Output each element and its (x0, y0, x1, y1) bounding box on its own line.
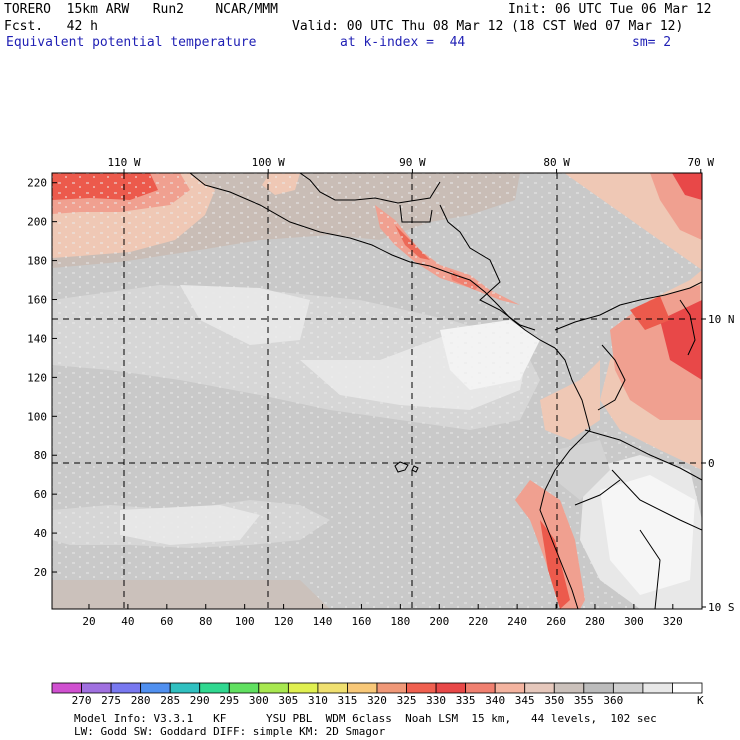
latitude-labels: 10 N 0 10 S (702, 313, 735, 614)
colorbar-swatch (406, 682, 437, 694)
field-name: Equivalent potential temperature (6, 35, 257, 50)
colorbar-swatch (51, 682, 82, 694)
colorbar-swatch (376, 682, 407, 694)
y-tick-label: 140 (27, 332, 47, 345)
x-tick-label: 140 (313, 615, 333, 628)
y-tick-label: 120 (27, 371, 47, 384)
colorbar-label: 285 (160, 694, 180, 707)
colorbar-swatch (228, 682, 260, 694)
colorbar-swatch (110, 682, 142, 694)
colorbar-label: 335 (456, 694, 476, 707)
colorbar-swatch (553, 682, 585, 694)
colorbar-swatch (81, 682, 112, 694)
colorbar-swatch (524, 682, 555, 694)
colorbar-label: 275 (101, 694, 121, 707)
colorbar-swatch (612, 682, 644, 694)
colorbar-swatch (465, 682, 496, 694)
colorbar-swatch (494, 682, 526, 694)
x-tick-label: 200 (429, 615, 449, 628)
level-info: at k-index = 44 (340, 35, 466, 50)
colorbar-swatch (672, 682, 703, 694)
x-tick-label: 300 (624, 615, 644, 628)
colorbar (51, 682, 703, 694)
colorbar-label: 270 (72, 694, 92, 707)
lon-label: 70 W (688, 156, 715, 169)
colorbar-label: 355 (574, 694, 594, 707)
valid-time: Valid: 00 UTC Thu 08 Mar 12 (18 CST Wed … (292, 19, 684, 34)
x-tick-label: 20 (82, 615, 95, 628)
y-tick-label: 60 (34, 488, 47, 501)
lon-label: 110 W (107, 156, 140, 169)
x-tick-label: 100 (235, 615, 255, 628)
init-time: Init: 06 UTC Tue 06 Mar 12 (508, 2, 712, 17)
x-tick-label: 80 (199, 615, 212, 628)
colorbar-label: 350 (544, 694, 564, 707)
colorbar-swatch (258, 682, 289, 694)
colorbar-swatch (435, 682, 467, 694)
y-tick-label: 200 (27, 216, 47, 229)
x-tick-label: 60 (160, 615, 173, 628)
x-tick-label: 120 (274, 615, 294, 628)
x-tick-label: 180 (390, 615, 410, 628)
x-tick-label: 160 (351, 615, 371, 628)
graticule (52, 173, 702, 609)
x-tick-label: 40 (121, 615, 134, 628)
colorbar-swatch (583, 682, 614, 694)
colorbar-label: 315 (338, 694, 358, 707)
y-tick-label: 100 (27, 410, 47, 423)
colorbar-label: 345 (515, 694, 535, 707)
x-tick-label: 220 (468, 615, 488, 628)
colorbar-swatch (140, 682, 171, 694)
colorbar-label: 325 (397, 694, 417, 707)
y-tick-label: 80 (34, 449, 47, 462)
y-tick-label: 160 (27, 294, 47, 307)
colorbar-swatch (317, 682, 348, 694)
colorbar-label: 300 (249, 694, 269, 707)
lon-label: 80 W (543, 156, 570, 169)
colorbar-swatch (347, 682, 378, 694)
smoothing-info: sm= 2 (632, 35, 672, 50)
lat-label: 0 (708, 457, 715, 470)
colorbar-swatch (287, 682, 319, 694)
y-tick-label: 40 (34, 527, 47, 540)
y-tick-label: 20 (34, 566, 47, 579)
lat-label: 10 N (708, 313, 735, 326)
x-axis-ticks: 20 40 60 80 100 120 140 160 180 200 220 240 260 280 30… (82, 604, 683, 628)
field-shading (52, 173, 702, 609)
colorbar-label: 330 (426, 694, 446, 707)
colorbar-label: 295 (219, 694, 239, 707)
x-tick-label: 280 (585, 615, 605, 628)
forecast-hour: Fcst. 42 h (4, 19, 98, 34)
coastlines (189, 173, 702, 609)
colorbar-label: 290 (190, 694, 210, 707)
lon-label: 90 W (399, 156, 426, 169)
x-tick-label: 240 (507, 615, 527, 628)
lon-label: 100 W (252, 156, 285, 169)
y-tick-label: 220 (27, 177, 47, 190)
lat-label: 10 S (708, 601, 735, 614)
colorbar-label: 310 (308, 694, 328, 707)
plot-frame (51, 172, 703, 610)
colorbar-label: 280 (131, 694, 151, 707)
physics-info: LW: Godd SW: Goddard DIFF: simple KM: 2D… (74, 725, 386, 738)
model-title: TORERO 15km ARW Run2 NCAR/MMM (4, 2, 278, 17)
colorbar-label: 305 (278, 694, 298, 707)
colorbar-label: 360 (603, 694, 623, 707)
x-tick-label: 260 (546, 615, 566, 628)
colorbar-swatch (199, 682, 230, 694)
colorbar-unit: K (697, 694, 704, 707)
y-axis-ticks: 20 40 60 80 100 120 140 160 180 200 220 (27, 177, 57, 579)
longitude-labels: 110 W 100 W 90 W 80 W 70 W (107, 156, 714, 173)
colorbar-label: 340 (485, 694, 505, 707)
colorbar-swatch (642, 682, 673, 694)
x-tick-label: 320 (663, 615, 683, 628)
model-info: Model Info: V3.3.1 KF YSU PBL WDM 6class… (74, 712, 657, 725)
y-tick-label: 180 (27, 255, 47, 268)
colorbar-labels: 270 275 280 285 290 295 300 305 310 315 320 325 330 3… (72, 694, 624, 707)
colorbar-label: 320 (367, 694, 387, 707)
colorbar-swatch (169, 682, 201, 694)
